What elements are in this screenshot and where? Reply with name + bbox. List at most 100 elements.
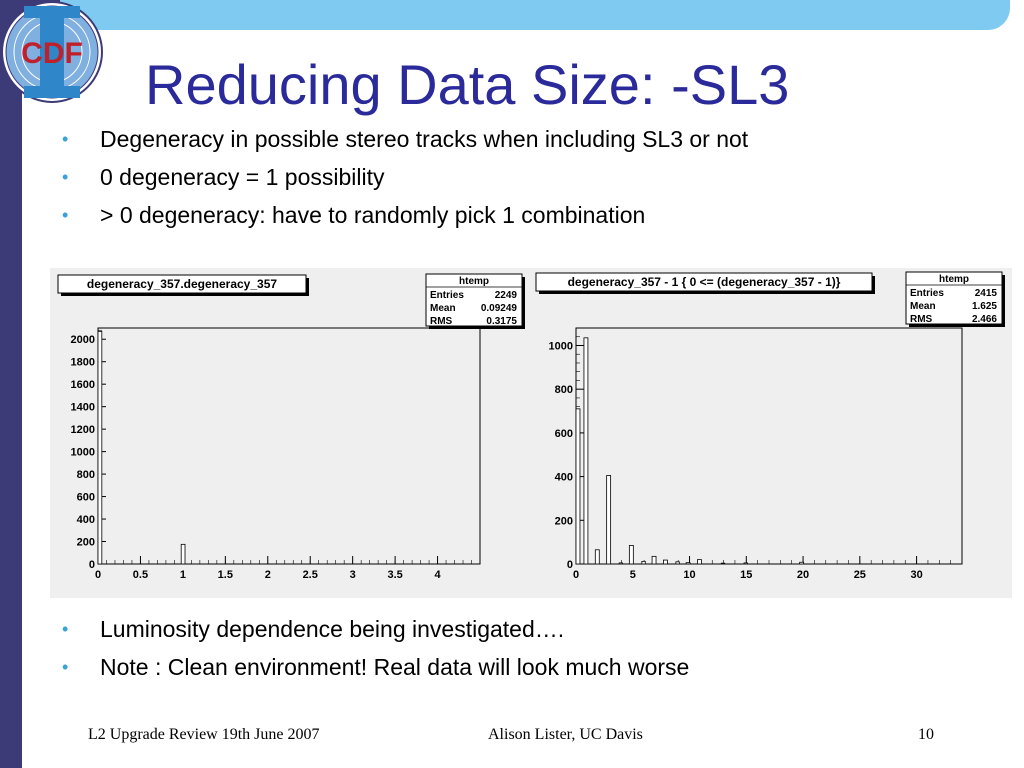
- y-tick-label: 0: [567, 559, 573, 571]
- y-tick-label: 800: [555, 384, 573, 396]
- histogram-bar: [720, 562, 726, 565]
- stats-label: Entries: [430, 290, 464, 301]
- slide-title: Reducing Data Size: -SL3: [145, 53, 790, 116]
- x-tick-label: 5: [630, 569, 636, 581]
- histogram-bar: [97, 330, 103, 565]
- histogram-bar: [641, 560, 646, 565]
- y-tick-label: 1400: [71, 402, 95, 414]
- bullet-text: Luminosity dependence being investigated…: [100, 616, 565, 642]
- x-tick-label: 15: [740, 569, 752, 581]
- histogram-bar: [594, 549, 600, 565]
- histogram-title: degeneracy_357.degeneracy_357: [87, 277, 277, 291]
- y-tick-label: 1800: [71, 357, 95, 369]
- histogram-bar: [697, 559, 702, 565]
- histogram-bar: [180, 543, 186, 565]
- stats-label: RMS: [430, 316, 453, 327]
- cdf-logo: CDF: [1, 1, 103, 103]
- histogram-bar: [628, 545, 634, 565]
- stats-value: 2.466: [972, 314, 997, 325]
- bullet-item: • 0 degeneracy = 1 possibility: [62, 158, 748, 196]
- bullet-list-bottom: • Luminosity dependence being investigate…: [62, 610, 689, 686]
- stats-box: [425, 273, 523, 327]
- y-tick-label: 400: [555, 472, 573, 484]
- y-tick-label: 1000: [549, 340, 573, 352]
- stats-value: 0.09249: [481, 303, 518, 314]
- y-tick-label: 1000: [71, 447, 95, 459]
- histogram-bar: [675, 561, 680, 565]
- x-tick-label: 30: [910, 569, 922, 581]
- plots-panel: 0 200 400 600 800 1000 1200 1400 1600 1800 2000 0 0.…: [50, 268, 1012, 598]
- top-banner: [60, 0, 1010, 30]
- title-box: [535, 272, 873, 292]
- bullet-dot-icon: •: [62, 619, 69, 639]
- stats-value: 2415: [975, 288, 998, 299]
- x-tick-label: 0.5: [133, 569, 148, 581]
- x-tick-label: 1: [180, 569, 186, 581]
- bullet-item: • Luminosity dependence being investigate…: [62, 610, 689, 648]
- x-tick-label: 10: [683, 569, 695, 581]
- x-tick-label: 3: [350, 569, 356, 581]
- x-tick-label: 4: [434, 569, 441, 581]
- histogram-bar: [799, 561, 805, 565]
- y-tick-label: 600: [77, 492, 95, 504]
- logo-text: CDF: [21, 37, 83, 70]
- stats-value: 1.625: [972, 301, 997, 312]
- bullet-text: Degeneracy in possible stereo tracks whe…: [100, 126, 749, 152]
- bullet-item: • Degeneracy in possible stereo tracks wh…: [62, 120, 748, 158]
- stats-label: Entries: [910, 288, 944, 299]
- y-tick-label: 400: [77, 514, 95, 526]
- y-tick-label: 1200: [71, 424, 95, 436]
- stats-label: Mean: [430, 303, 456, 314]
- x-tick-label: 2: [265, 569, 271, 581]
- histogram-title: degeneracy_357 - 1 { 0 <= (degeneracy_35…: [568, 275, 841, 289]
- left-sidebar-band: [0, 40, 22, 768]
- plot-frame: [97, 327, 481, 565]
- histogram-bar: [743, 562, 748, 565]
- histogram-bar: [651, 555, 657, 565]
- y-tick-label: 0: [89, 559, 95, 571]
- histogram-bar: [575, 408, 581, 565]
- x-tick-label: 1.5: [218, 569, 233, 581]
- histogram-bar: [606, 475, 612, 565]
- bullet-dot-icon: •: [62, 205, 69, 225]
- y-tick-label: 600: [555, 428, 573, 440]
- y-tick-label: 200: [555, 515, 573, 527]
- y-tick-label: 800: [77, 469, 95, 481]
- stats-name: htemp: [939, 274, 969, 285]
- bullet-item: • > 0 degeneracy: have to randomly pick 1…: [62, 196, 748, 234]
- histogram-bar: [618, 562, 623, 565]
- bullet-text: Note : Clean environment! Real data will…: [100, 654, 690, 680]
- histogram-panel-1: 0 200 400 600 800 1000 1200 1400 1600 1800 2000 0 0.…: [50, 268, 528, 598]
- y-tick-label: 2000: [71, 334, 95, 346]
- bullet-dot-icon: •: [62, 167, 69, 187]
- stats-value: 0.3175: [486, 316, 517, 327]
- bullet-text: 0 degeneracy = 1 possibility: [100, 164, 385, 190]
- stats-name: htemp: [459, 276, 489, 287]
- histogram-panel-2: 0 200 400 600 800 1000 0 5 10 15 20 25 30 degeneracy_…: [532, 268, 1012, 598]
- title-box: [57, 274, 307, 294]
- histogram-bar: [685, 562, 691, 565]
- stats-value: 2249: [495, 290, 518, 301]
- x-tick-label: 3.5: [387, 569, 402, 581]
- footer-event: L2 Upgrade Review 19th June 2007: [88, 726, 320, 743]
- x-tick-label: 20: [797, 569, 809, 581]
- stats-box: [905, 271, 1003, 325]
- histogram-bar: [583, 337, 589, 565]
- stats-label: RMS: [910, 314, 933, 325]
- x-tick-label: 0: [573, 569, 579, 581]
- bullet-dot-icon: •: [62, 129, 69, 149]
- footer-author: Alison Lister, UC Davis: [488, 726, 643, 743]
- x-tick-label: 25: [854, 569, 866, 581]
- bullet-item: • Note : Clean environment! Real data wil…: [62, 648, 689, 686]
- stats-label: Mean: [910, 301, 936, 312]
- histogram-bar: [663, 559, 668, 565]
- y-tick-label: 200: [77, 537, 95, 549]
- bullet-dot-icon: •: [62, 657, 69, 677]
- bullet-list-top: • Degeneracy in possible stereo tracks wh…: [62, 120, 748, 234]
- y-tick-label: 1600: [71, 379, 95, 391]
- bullet-text: > 0 degeneracy: have to randomly pick 1 …: [100, 202, 646, 228]
- x-tick-label: 2.5: [303, 569, 318, 581]
- plot-frame: [575, 327, 963, 565]
- x-tick-label: 0: [95, 569, 101, 581]
